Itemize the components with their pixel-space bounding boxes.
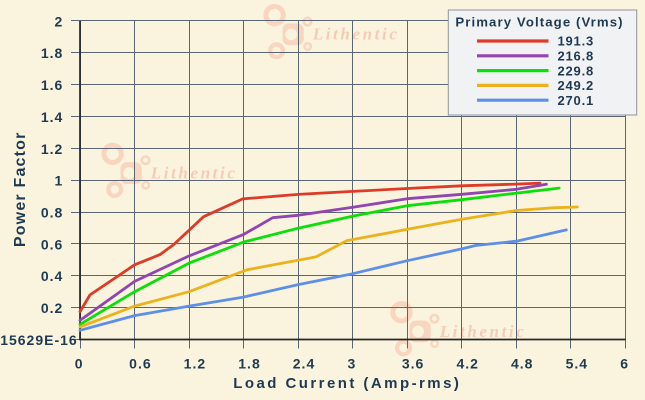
svg-text:3: 3 <box>348 355 357 371</box>
svg-text:4.8: 4.8 <box>511 355 533 371</box>
svg-text:1.8: 1.8 <box>238 355 260 371</box>
svg-text:2: 2 <box>55 13 64 29</box>
svg-text:Load Current (Amp-rms): Load Current (Amp-rms) <box>233 375 461 392</box>
svg-text:Power Factor: Power Factor <box>12 131 29 247</box>
svg-text:1.4: 1.4 <box>41 109 63 125</box>
svg-text:270.1: 270.1 <box>558 93 595 108</box>
svg-text:4.2: 4.2 <box>456 355 478 371</box>
svg-text:1: 1 <box>55 173 64 189</box>
svg-text:5.4: 5.4 <box>566 355 588 371</box>
svg-text:216.8: 216.8 <box>558 49 595 64</box>
svg-text:6: 6 <box>620 355 629 371</box>
svg-text:0.6: 0.6 <box>41 236 63 252</box>
svg-text:0.8: 0.8 <box>41 205 63 221</box>
svg-text:3.6: 3.6 <box>402 355 424 371</box>
svg-text:2.4: 2.4 <box>293 355 315 371</box>
svg-text:1.2: 1.2 <box>184 355 206 371</box>
svg-text:191.3: 191.3 <box>558 34 595 49</box>
svg-text:15629E-16: 15629E-16 <box>0 332 78 348</box>
svg-text:0.4: 0.4 <box>41 268 63 284</box>
svg-text:0.6: 0.6 <box>129 355 151 371</box>
svg-text:Primary Voltage (Vrms): Primary Voltage (Vrms) <box>455 15 623 30</box>
svg-text:249.2: 249.2 <box>558 78 595 93</box>
svg-text:0.2: 0.2 <box>41 300 63 316</box>
svg-text:229.8: 229.8 <box>558 63 595 78</box>
svg-text:1.2: 1.2 <box>41 141 63 157</box>
svg-text:1.8: 1.8 <box>41 45 63 61</box>
svg-text:1.6: 1.6 <box>41 77 63 93</box>
svg-text:0: 0 <box>75 355 84 371</box>
